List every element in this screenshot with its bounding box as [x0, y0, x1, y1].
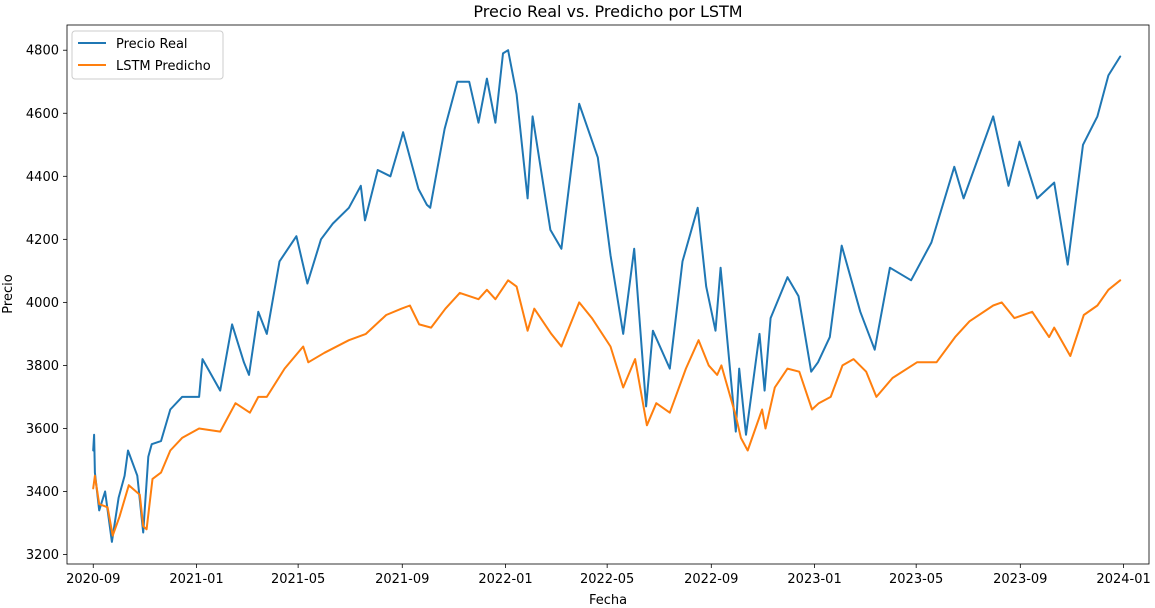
chart-title: Precio Real vs. Predicho por LSTM — [473, 2, 742, 21]
x-tick-label: 2021-01 — [169, 572, 223, 587]
y-tick-label: 3600 — [26, 422, 59, 437]
x-tick-label: 2023-09 — [993, 572, 1047, 587]
y-tick-label: 4400 — [26, 170, 59, 185]
series-line-1 — [92, 279, 1122, 537]
x-tick-label: 2021-05 — [271, 572, 325, 587]
y-axis: 3200 3400 3600 3800 4000 4200 4400 4600 4800 — [26, 44, 67, 563]
series-layer — [92, 49, 1122, 543]
y-axis-title: Precio — [1, 274, 16, 313]
plot-area — [66, 24, 1150, 565]
y-tick-label: 3200 — [26, 548, 59, 563]
x-tick-label: 2020-09 — [66, 572, 120, 587]
y-tick-label: 4800 — [26, 44, 59, 59]
x-tick-label: 2023-05 — [889, 572, 943, 587]
x-tick-label: 2021-09 — [375, 572, 429, 587]
y-tick-label: 3400 — [26, 485, 59, 500]
x-tick-label: 2024-01 — [1096, 572, 1150, 587]
x-tick-label: 2022-09 — [684, 572, 738, 587]
y-tick-label: 4600 — [26, 107, 59, 122]
plot-frame — [66, 24, 1150, 565]
legend: Precio Real LSTM Predicho — [71, 30, 224, 80]
x-tick-label: 2023-01 — [787, 572, 841, 587]
legend-label-lstm-predicho: LSTM Predicho — [116, 59, 211, 74]
y-tick-label: 4000 — [26, 296, 59, 311]
legend-label-precio-real: Precio Real — [116, 37, 188, 52]
x-tick-label: 2022-05 — [580, 572, 634, 587]
y-tick-label: 4200 — [26, 233, 59, 248]
legend-box — [71, 30, 224, 80]
x-axis-title: Fecha — [589, 593, 627, 608]
series-line-0 — [92, 49, 1122, 543]
x-axis: 2020-09 2021-01 2021-05 2021-09 2022-01 2022-… — [66, 564, 1151, 587]
x-tick-label: 2022-01 — [478, 572, 532, 587]
y-tick-label: 3800 — [26, 359, 59, 374]
